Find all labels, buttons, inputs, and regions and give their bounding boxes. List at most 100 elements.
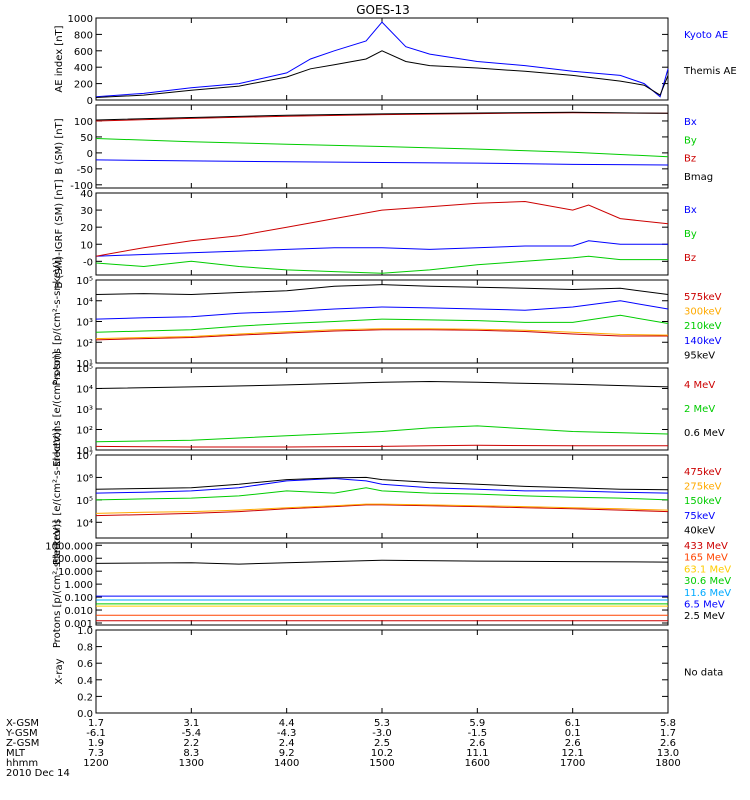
y-tick-label: 0.001 <box>64 619 93 630</box>
y-tick-label: 100.000 <box>52 554 93 565</box>
y-axis-label: Protons [p/(cm²-s-sr-keV)] <box>52 257 63 385</box>
series-line <box>95 284 669 296</box>
panel-2: B (SM) [nT] -100 -50 0 50 100 Bx By Bz Bmag <box>54 104 713 192</box>
x-axis-table: X-GSMY-GSMZ-GSMMLThhmm1.7-6.11.97.312003… <box>5 718 681 779</box>
x-axis-value: 2.6 <box>565 738 581 749</box>
legend-label: 210keV <box>684 321 722 332</box>
x-axis-row-label: Y-GSM <box>5 728 38 739</box>
series-line <box>95 138 669 158</box>
x-axis-value: 10.2 <box>371 748 393 759</box>
x-axis-value: 1300 <box>179 758 204 769</box>
y-tick-label: 800 <box>74 30 93 41</box>
x-axis-row-label: hhmm <box>6 758 38 769</box>
y-tick-label: 10³ <box>76 405 93 416</box>
x-axis-row-label: MLT <box>6 748 26 759</box>
legend-label: 63.1 MeV <box>684 564 731 575</box>
y-tick-label: -50 <box>77 165 93 176</box>
legend-label: By <box>684 135 697 146</box>
x-axis-value: 9.2 <box>279 748 295 759</box>
y-tick-label: 0.010 <box>64 606 93 617</box>
panel-frame <box>95 279 669 364</box>
y-tick-label: 10⁶ <box>76 473 93 484</box>
legend-label: 165 MeV <box>684 553 728 564</box>
x-axis-value: 1.7 <box>660 728 676 739</box>
series-line <box>95 504 669 517</box>
x-axis-row-label: X-GSM <box>6 718 39 729</box>
legend-label: 0.6 MeV <box>684 428 725 439</box>
x-axis-value: 6.1 <box>565 718 581 729</box>
y-tick-label: 0.8 <box>77 643 93 654</box>
y-tick-label: 10.000 <box>58 567 93 578</box>
y-tick-label: 1000.000 <box>45 541 93 552</box>
panel-frame <box>95 367 669 451</box>
x-axis-value: 11.1 <box>466 748 488 759</box>
y-axis-label: AE index [nT] <box>54 25 65 92</box>
series-line <box>95 444 668 448</box>
legend-label: Themis AE <box>683 66 737 77</box>
panel-6: Electrons [e/(cm²-s-sr-keV)] 10⁴ 10⁵ 10⁶ 10⁷… <box>52 428 722 565</box>
x-axis-value: -5.4 <box>182 728 202 739</box>
legend-label: 75keV <box>684 511 715 522</box>
y-tick-label: 1000 <box>68 14 93 25</box>
legend-label: 275keV <box>684 482 722 493</box>
x-axis-value: 2.2 <box>183 738 199 749</box>
y-tick-label: 0.4 <box>77 676 93 687</box>
legend-label: Bz <box>684 154 696 165</box>
y-tick-label: 400 <box>74 63 93 74</box>
y-tick-label: 1.0 <box>77 626 93 637</box>
y-tick-label: -100 <box>70 181 93 192</box>
x-axis-value: 1800 <box>655 758 680 769</box>
y-tick-label: 0.100 <box>64 593 93 604</box>
legend-label: By <box>684 229 697 240</box>
legend-label: 575keV <box>684 292 722 303</box>
legend-label: 140keV <box>684 336 722 347</box>
series-line <box>95 425 669 443</box>
x-axis-value: 7.3 <box>88 748 104 759</box>
y-tick-label: 10⁵ <box>76 276 93 287</box>
x-axis-value: -6.1 <box>86 728 106 739</box>
legend-label: 2.5 MeV <box>684 611 725 622</box>
panel-1: AE index [nT] 0 200 400 600 800 1000 Kyoto AE Th… <box>54 14 737 107</box>
y-tick-label: 10 <box>80 240 93 251</box>
y-tick-label: 10⁵ <box>76 364 93 375</box>
x-axis-value: 1400 <box>274 758 299 769</box>
y-tick-label: 10¹ <box>76 446 93 457</box>
series-line <box>95 487 669 501</box>
y-tick-label: 10⁴ <box>76 385 93 396</box>
y-tick-label: 100 <box>74 117 93 128</box>
date-label: 2010 Dec 14 <box>6 768 70 779</box>
panel-4: Protons [p/(cm²-s-sr-keV)] 10¹ 10² 10³ 10⁴ 10… <box>52 257 722 385</box>
x-axis-value: 1600 <box>465 758 490 769</box>
series-line <box>95 159 669 166</box>
x-axis-value: 3.1 <box>183 718 199 729</box>
y-tick-label: 10⁴ <box>76 297 93 308</box>
y-axis-label: B (SM) [nT] <box>54 118 65 174</box>
figure-title: GOES-13 <box>356 3 410 17</box>
x-axis-value: 5.3 <box>374 718 390 729</box>
x-axis-value: 1700 <box>560 758 585 769</box>
y-tick-label: 50 <box>80 133 93 144</box>
legend-label: 6.5 MeV <box>684 600 725 611</box>
legend-label: 40keV <box>684 525 715 536</box>
panel-frame <box>95 17 669 101</box>
series-line <box>95 476 669 491</box>
x-axis-value: 8.3 <box>183 748 199 759</box>
y-tick-label: 40 <box>80 189 93 200</box>
x-axis-value: 1500 <box>369 758 394 769</box>
legend-label: 150keV <box>684 496 722 507</box>
y-tick-label: 10¹ <box>76 359 93 370</box>
x-axis-value: 13.0 <box>657 748 679 759</box>
x-axis-value: 2.6 <box>660 738 676 749</box>
y-tick-label: 200 <box>74 80 93 91</box>
series-line <box>95 559 669 565</box>
series-line <box>95 477 669 494</box>
series-line <box>95 200 669 257</box>
y-tick-label: 10² <box>76 338 93 349</box>
series-line <box>95 255 668 274</box>
y-tick-label: 30 <box>80 206 93 217</box>
x-axis-value: 1200 <box>83 758 108 769</box>
x-axis-value: 2.4 <box>279 738 295 749</box>
x-axis-value: 1.7 <box>88 718 104 729</box>
